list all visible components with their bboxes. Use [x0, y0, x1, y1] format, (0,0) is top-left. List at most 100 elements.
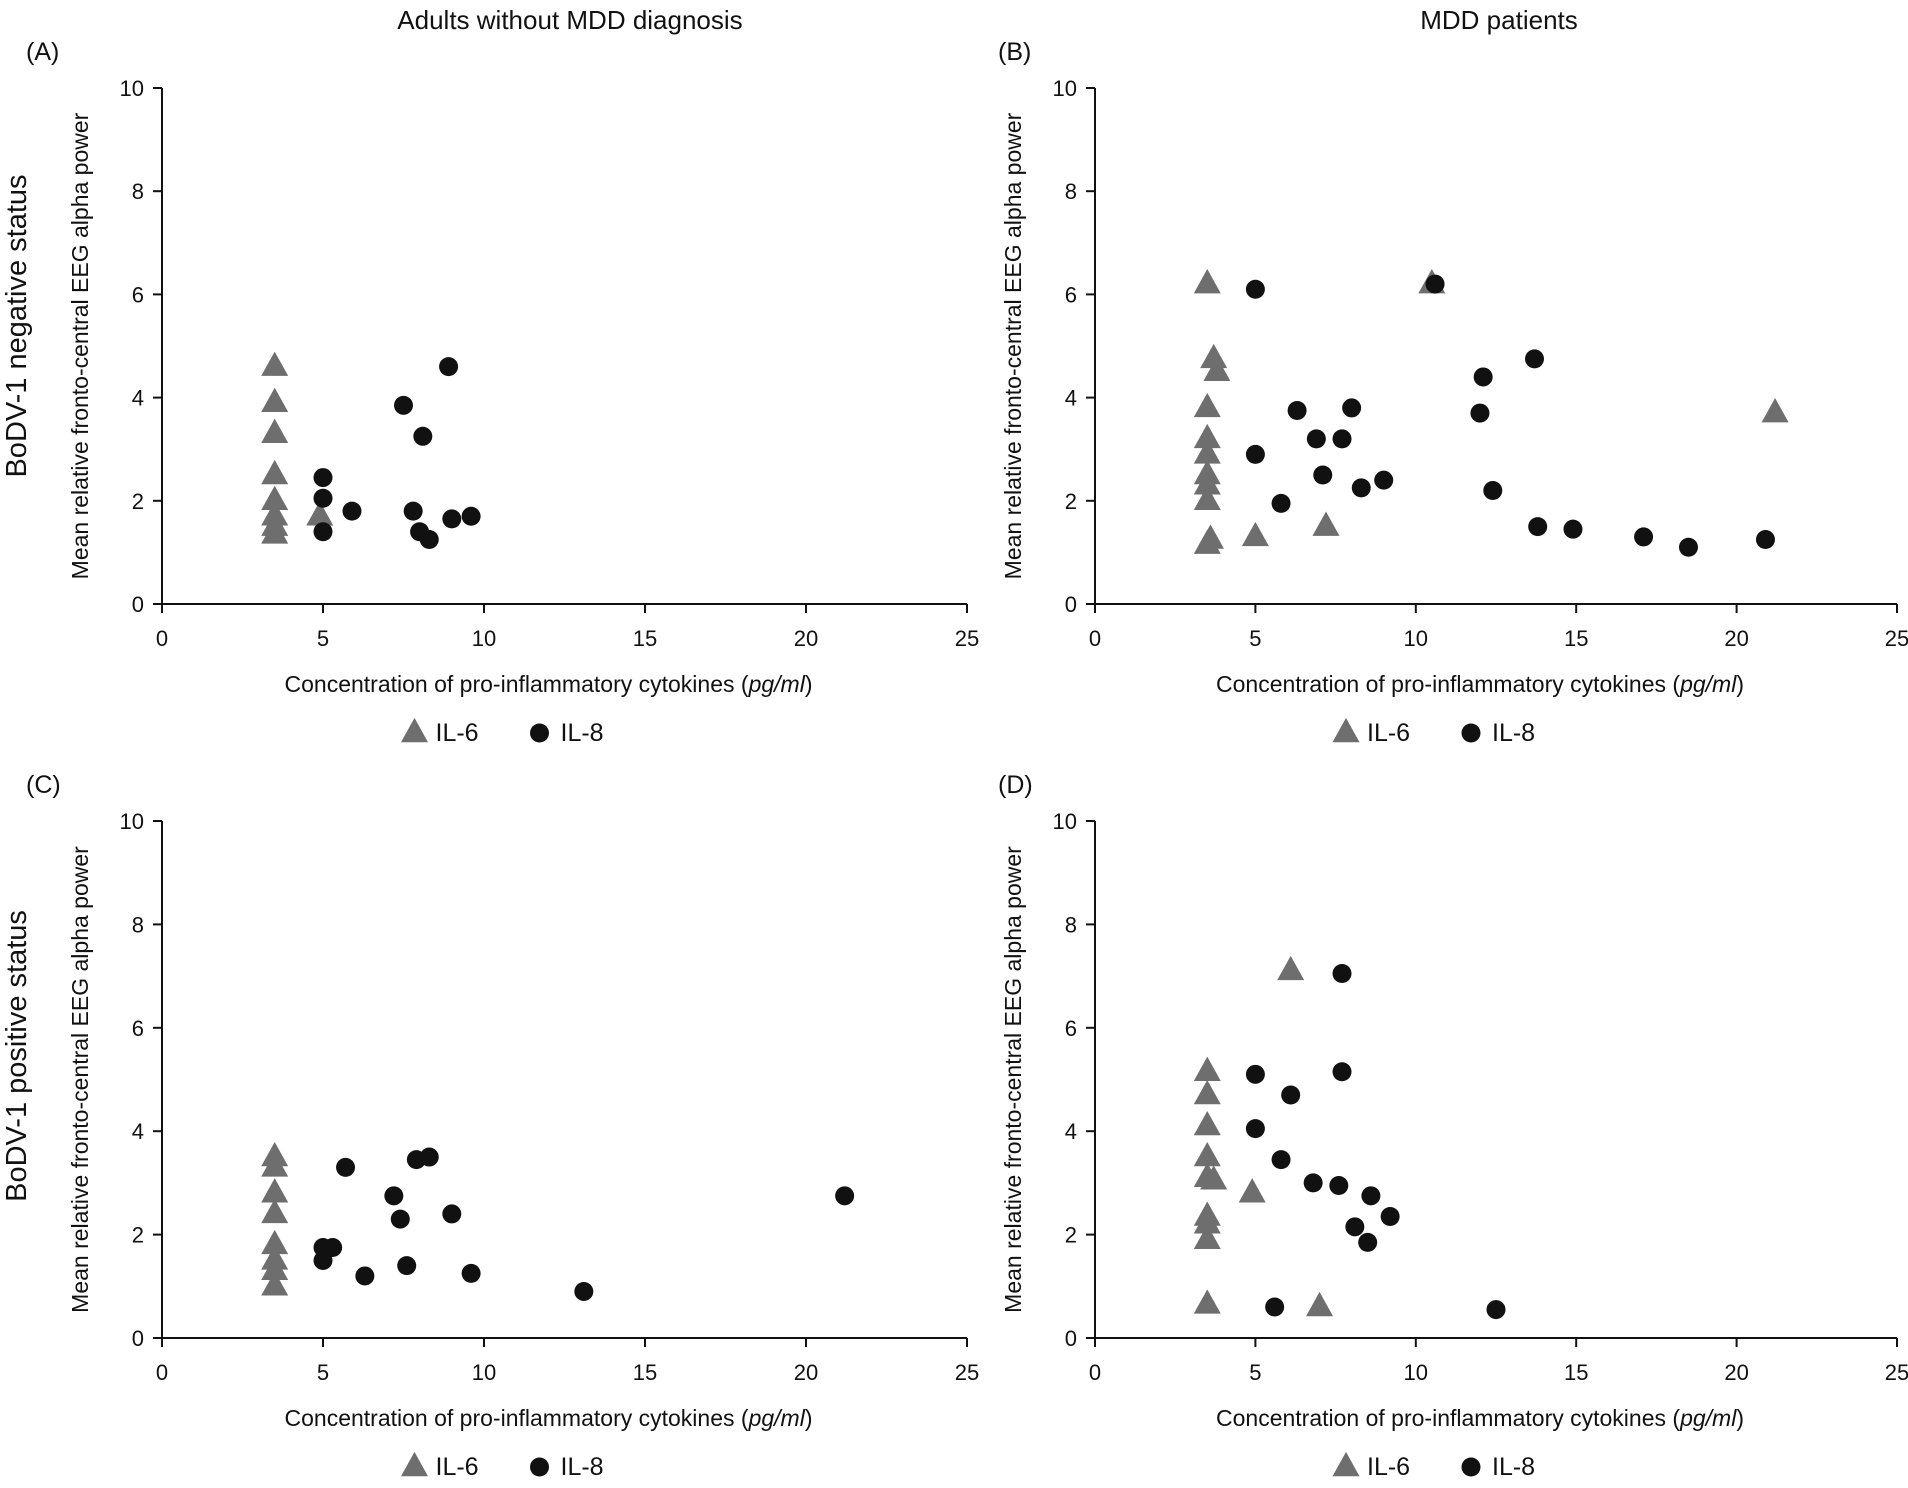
- data-point-il8: [1265, 1297, 1285, 1317]
- data-point-il6: [1193, 269, 1221, 294]
- legend-label-il6: IL-6: [436, 1453, 479, 1481]
- data-point-il8: [461, 506, 481, 526]
- data-point-il6: [1200, 343, 1228, 369]
- data-point-il8: [1473, 367, 1493, 387]
- data-point-il8: [1245, 1064, 1265, 1084]
- data-point-il8: [1374, 470, 1394, 490]
- data-point-il8: [1528, 517, 1548, 537]
- x-tick-label: 20: [794, 626, 818, 651]
- data-point-il6: [261, 1255, 289, 1281]
- column-title-left: Adults without MDD diagnosis: [397, 5, 742, 35]
- x-axis-title-paren: (: [735, 1405, 749, 1431]
- data-point-il8: [403, 501, 423, 521]
- x-tick-label: 5: [317, 1360, 329, 1385]
- data-point-il8: [1306, 429, 1326, 449]
- data-point-il6: [1193, 1079, 1221, 1105]
- legend-label-il8: IL-8: [1492, 1453, 1535, 1481]
- data-point-il8: [419, 1147, 439, 1167]
- x-axis-title-paren: (: [1666, 671, 1680, 697]
- data-point-il8: [1303, 1173, 1323, 1193]
- legend-marker-il8: [1461, 1457, 1481, 1477]
- y-tick-label: 8: [1065, 179, 1077, 204]
- data-point-il6: [1193, 423, 1221, 449]
- data-point-il6: [261, 1271, 289, 1296]
- x-tick-label: 15: [1564, 626, 1588, 651]
- legend-marker-il8: [1461, 723, 1481, 743]
- data-point-il6: [1193, 1110, 1221, 1136]
- x-axis-title: Concentration of pro-inflammatory cytoki…: [285, 1405, 813, 1431]
- legend-label-il8: IL-8: [561, 1453, 604, 1481]
- x-tick-label: 20: [1724, 1360, 1748, 1385]
- x-tick-label: 0: [156, 1360, 168, 1385]
- data-point-il6: [306, 501, 334, 526]
- data-point-il6: [1203, 356, 1231, 382]
- y-tick-label: 2: [132, 1223, 144, 1248]
- data-point-il6: [1193, 1056, 1221, 1081]
- data-point-il8: [1486, 1300, 1506, 1320]
- x-axis-title: Concentration of pro-inflammatory cytoki…: [1216, 1405, 1744, 1431]
- panel-a: (A) 0 2 4 6 8 10 0 5 10 15 20 25 Concentration of pro…: [26, 38, 979, 747]
- x-tick-label: 0: [1089, 626, 1101, 651]
- data-point-il6: [261, 351, 289, 376]
- data-point-il8: [355, 1266, 375, 1286]
- data-point-il8: [1351, 478, 1371, 498]
- x-tick-label: 5: [317, 626, 329, 651]
- row-title-bottom: BoDV-1 positive status: [1, 910, 33, 1202]
- data-point-il8: [313, 488, 333, 508]
- data-point-il8: [313, 1250, 333, 1270]
- data-point-il8: [1634, 527, 1654, 547]
- data-point-il8: [394, 395, 413, 415]
- x-tick-label: 15: [633, 626, 657, 651]
- data-point-il6: [261, 387, 289, 412]
- data-point-il8: [336, 1157, 356, 1177]
- x-tick-label: 20: [794, 1360, 818, 1385]
- data-point-il8: [1563, 519, 1583, 539]
- legend-marker-il8: [530, 723, 549, 743]
- data-point-il6: [1193, 470, 1221, 495]
- x-axis-unit: pg/ml: [748, 1405, 806, 1431]
- y-tick-label: 0: [132, 1326, 144, 1351]
- data-point-il8: [390, 1209, 410, 1229]
- data-point-il8: [1524, 349, 1544, 369]
- x-tick-label: 0: [156, 626, 168, 651]
- data-point-il8: [413, 426, 433, 446]
- x-tick-label: 15: [1564, 1360, 1588, 1385]
- data-point-il8: [1245, 279, 1265, 299]
- x-axis-title: Concentration of pro-inflammatory cytoki…: [1216, 671, 1744, 697]
- x-axis-unit: pg/ml: [1679, 1405, 1737, 1431]
- y-tick-label: 6: [1065, 1016, 1077, 1041]
- x-axis-title-text: Concentration of pro-inflammatory cytoki…: [1216, 1405, 1666, 1431]
- data-point-il6: [261, 1178, 289, 1203]
- data-point-il6: [261, 1229, 289, 1255]
- panel-label: (A): [26, 38, 59, 66]
- y-tick-label: 8: [1065, 912, 1077, 937]
- data-point-il8: [1380, 1207, 1400, 1227]
- y-tick-label: 10: [120, 76, 144, 101]
- x-axis-title-paren: ): [1736, 1405, 1744, 1431]
- legend-label-il6: IL-6: [1367, 1453, 1410, 1481]
- data-point-il8: [1332, 964, 1352, 984]
- row-title-top: BoDV-1 negative status: [1, 174, 33, 477]
- data-point-il8: [574, 1281, 594, 1301]
- x-axis-title: Concentration of pro-inflammatory cytoki…: [285, 671, 813, 697]
- data-point-il8: [1342, 398, 1362, 418]
- data-point-il6: [1277, 955, 1305, 981]
- data-point-il6: [1241, 521, 1269, 547]
- data-point-il8: [1332, 429, 1352, 449]
- y-axis-title: Mean relative fronto-central EEG alpha p…: [1000, 846, 1026, 1313]
- data-point-il6: [261, 459, 289, 485]
- legend-marker-il8: [530, 1457, 549, 1477]
- x-tick-label: 0: [1089, 1360, 1101, 1385]
- data-point-il6: [1312, 511, 1340, 536]
- x-axis-unit: pg/ml: [748, 671, 806, 697]
- data-point-il8: [1358, 1232, 1378, 1252]
- data-point-il6: [261, 1152, 289, 1177]
- y-tick-label: 6: [132, 282, 144, 307]
- legend-marker-il6: [401, 717, 428, 743]
- y-axis-title: Mean relative fronto-central EEG alpha p…: [67, 846, 93, 1313]
- data-point-il6: [1193, 529, 1221, 554]
- data-point-il8: [439, 357, 459, 377]
- y-tick-label: 6: [132, 1016, 144, 1041]
- x-tick-label: 25: [1885, 626, 1908, 651]
- x-axis-unit: pg/ml: [1679, 671, 1737, 697]
